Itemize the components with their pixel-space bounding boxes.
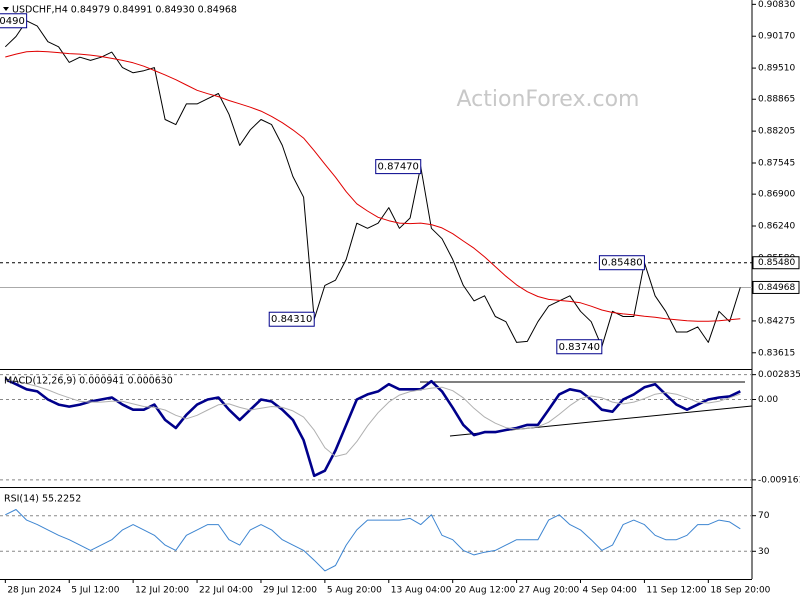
x-tick-label: 11 Sep 12:00 xyxy=(646,586,706,596)
series-line xyxy=(5,379,741,457)
x-tick-label: 13 Aug 04:00 xyxy=(391,586,452,596)
x-tick-label: 20 Aug 12:00 xyxy=(455,586,516,596)
y-tick-label: -0.009161 xyxy=(758,475,800,485)
y-tick-label: 70 xyxy=(758,511,770,521)
x-tick-label: 4 Sep 04:00 xyxy=(583,586,638,596)
annotation-box xyxy=(598,255,645,271)
annotation-box xyxy=(268,311,315,327)
annotation-label: 0.87470 xyxy=(378,162,419,173)
panel-title: USDCHF,H4 0.84979 0.84991 0.84930 0.8496… xyxy=(12,5,237,16)
price-label-box xyxy=(752,280,800,294)
panel-title: RSI(14) 55.2252 xyxy=(4,494,81,505)
y-tick-label: 0.86900 xyxy=(758,190,795,200)
y-tick-label: 30 xyxy=(758,547,770,557)
title-icon xyxy=(3,7,9,11)
watermark: ActionForex.com xyxy=(457,87,640,112)
annotation-label: 0.83740 xyxy=(559,342,600,353)
x-tick-label: 28 Jun 2024 xyxy=(7,586,61,596)
price-label-box xyxy=(752,256,800,270)
y-tick-label: 0.89510 xyxy=(758,64,795,74)
y-tick-label: 0.88865 xyxy=(758,95,795,105)
y-tick-label: 0.84275 xyxy=(758,316,795,326)
series-line xyxy=(5,509,741,572)
x-tick-label: 18 Sep 20:00 xyxy=(710,586,770,596)
panel-title: MACD(12,26,9) 0.000941 0.000630 xyxy=(4,376,173,387)
price-label: 0.84968 xyxy=(758,283,795,293)
y-tick-label: 0.83615 xyxy=(758,348,795,358)
y-tick-label: 0.90170 xyxy=(758,32,795,42)
y-tick-label: 0.00 xyxy=(758,395,778,405)
price-label: 0.85480 xyxy=(758,258,795,268)
annotation-label: 0.84310 xyxy=(271,314,312,325)
y-tick-label: 0.88205 xyxy=(758,127,795,137)
y-tick-label: 0.87545 xyxy=(758,158,795,168)
x-tick-label: 5 Aug 20:00 xyxy=(327,586,382,596)
annotation-box xyxy=(375,159,422,175)
annotation-box xyxy=(556,339,603,355)
series-line xyxy=(4,20,741,348)
series-line xyxy=(4,378,741,478)
y-tick-label: 0.002835 xyxy=(758,370,800,380)
x-tick-label: 12 Jul 20:00 xyxy=(135,586,189,596)
y-tick-label: 0.86240 xyxy=(758,222,795,232)
x-tick-label: 5 Jul 12:00 xyxy=(71,586,120,596)
series-line xyxy=(5,50,741,322)
x-tick-label: 27 Aug 20:00 xyxy=(519,586,580,596)
x-tick-label: 29 Jul 12:00 xyxy=(263,586,317,596)
y-tick-label: 0.90830 xyxy=(758,0,795,10)
annotation-label: 0.90490 xyxy=(0,16,25,27)
annotation-box xyxy=(0,13,28,29)
x-tick-label: 22 Jul 04:00 xyxy=(199,586,253,596)
annotation-label: 0.85480 xyxy=(601,258,642,269)
